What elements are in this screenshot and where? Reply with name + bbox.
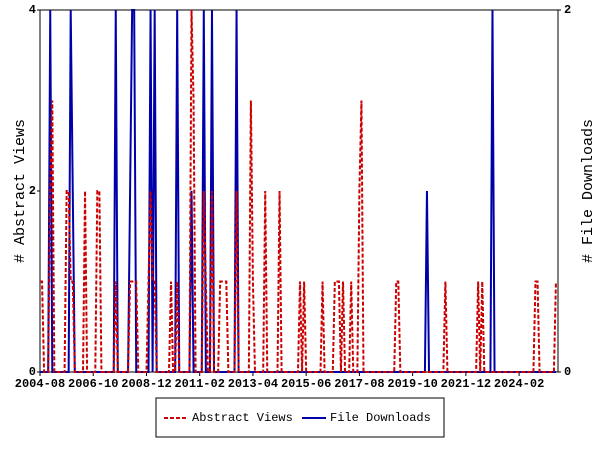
legend-label: File Downloads — [330, 411, 431, 425]
x-tick-label: 2015-06 — [281, 377, 331, 391]
y2-tick-label: 0 — [564, 365, 571, 379]
x-tick-label: 2019-10 — [387, 377, 437, 391]
x-tick-label: 2006-10 — [68, 377, 118, 391]
x-tick-label: 2017-08 — [334, 377, 384, 391]
y-tick-label: 4 — [29, 3, 36, 17]
x-tick-label: 2021-12 — [441, 377, 491, 391]
legend-label: Abstract Views — [192, 411, 293, 425]
y2-axis-title: # File Downloads — [580, 119, 597, 263]
x-tick-label: 2004-08 — [15, 377, 65, 391]
y-tick-label: 2 — [29, 184, 36, 198]
x-tick-label: 2024-02 — [494, 377, 544, 391]
x-tick-label: 2008-12 — [121, 377, 171, 391]
series-line — [40, 9, 557, 373]
x-tick-label: 2011-02 — [174, 377, 224, 391]
y-axis-title: # Abstract Views — [12, 119, 29, 263]
y2-tick-label: 2 — [564, 3, 571, 17]
legend-box — [155, 397, 445, 438]
x-tick-label: 2013-04 — [228, 377, 278, 391]
y-tick-label: 0 — [29, 365, 36, 379]
